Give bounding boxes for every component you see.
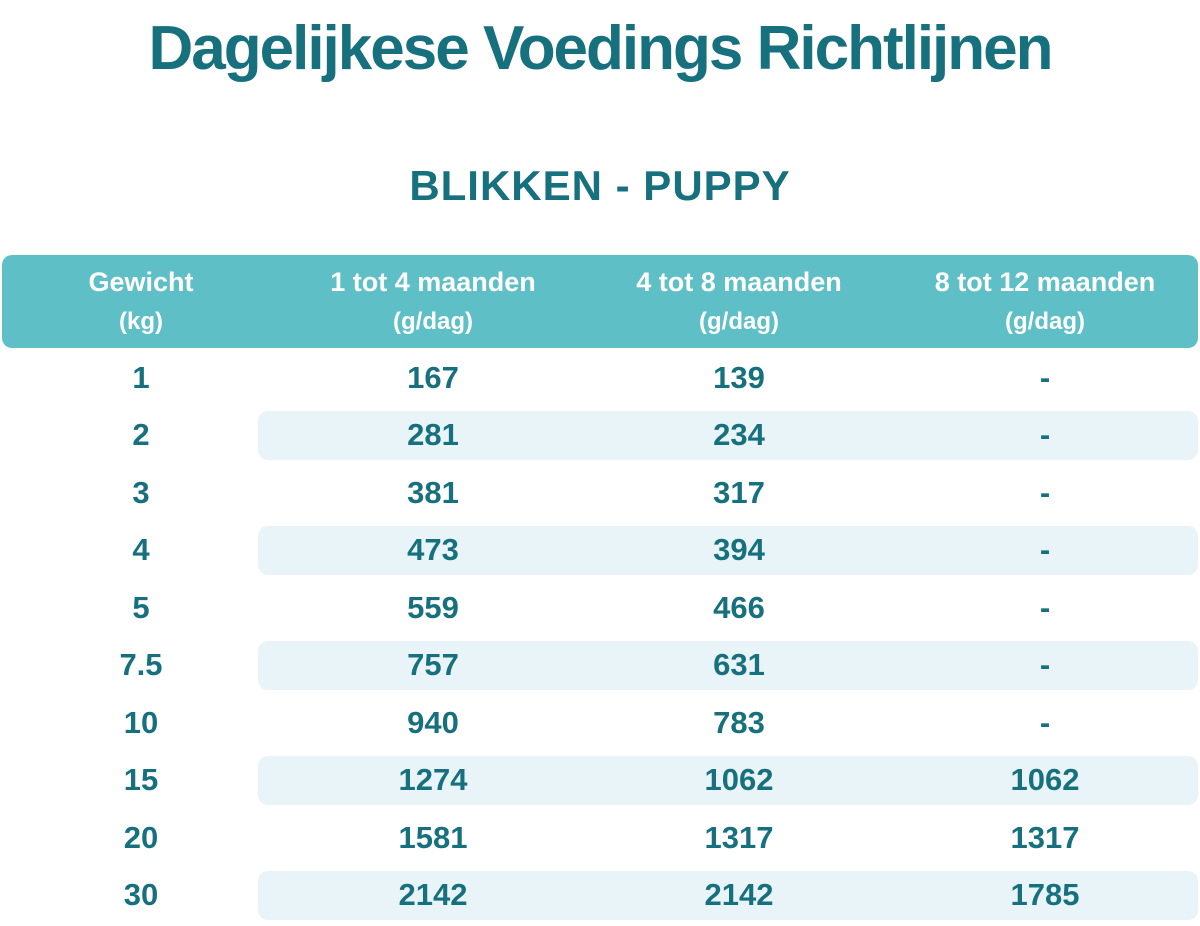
table-row: 5 559 466 - [2,579,1198,637]
table-row: 7.5 757 631 - [2,637,1198,695]
header-label: Gewicht [88,267,194,297]
page-title: Dagelijkese Voedings Richtlijnen [148,13,1054,83]
value-cell: 1062 [1010,762,1080,798]
value-cell: 466 [713,589,765,625]
table-header-row: Gewicht (kg) 1 tot 4 maanden (g/dag) 4 t… [2,255,1198,348]
page-subtitle: BLIKKEN - PUPPY [409,162,791,209]
weight-cell: 7.5 [119,647,163,683]
row-band [258,525,1198,575]
value-cell: 757 [407,647,459,683]
table-body: 1 167 139 - 2 281 234 - 3 381 317 - [2,349,1198,924]
table-row: 4 473 394 - [2,522,1198,580]
value-cell: 394 [713,532,765,568]
table-row: 3 381 317 - [2,464,1198,522]
value-cell: 2142 [398,877,468,913]
weight-cell: 1 [132,359,150,395]
header-cell-weight: Gewicht (kg) [2,255,280,348]
header-unit: (g/dag) [1005,308,1085,335]
value-cell: 1581 [398,819,468,855]
weight-cell: 15 [123,762,159,798]
value-cell: - [1039,647,1051,683]
weight-cell: 30 [123,877,159,913]
value-cell: 381 [407,474,459,510]
row-band [258,640,1198,690]
value-cell: 317 [713,474,765,510]
value-cell: 631 [713,647,765,683]
header-label: 8 tot 12 maanden [934,267,1156,297]
value-cell: 473 [407,532,459,568]
value-cell: 281 [407,417,459,453]
value-cell: - [1039,474,1051,510]
value-cell: 1317 [704,819,774,855]
weight-cell: 5 [132,589,150,625]
header-unit: (g/dag) [393,308,473,335]
value-cell: 1062 [704,762,774,798]
header-cell-8-12-months: 8 tot 12 maanden (g/dag) [892,255,1198,348]
header-label: 1 tot 4 maanden [330,267,536,297]
value-cell: 559 [407,589,459,625]
weight-cell: 4 [132,532,150,568]
table-row: 20 1581 1317 1317 [2,809,1198,867]
row-band [258,410,1198,460]
table-row: 15 1274 1062 1062 [2,752,1198,810]
feeding-guidelines-table: Gewicht (kg) 1 tot 4 maanden (g/dag) 4 t… [2,255,1198,924]
table-row: 10 940 783 - [2,694,1198,752]
value-cell: 1274 [398,762,468,798]
header-cell-4-8-months: 4 tot 8 maanden (g/dag) [586,255,892,348]
value-cell: 167 [407,359,459,395]
table-row: 2 281 234 - [2,407,1198,465]
value-cell: - [1039,704,1051,740]
weight-cell: 10 [123,704,159,740]
table-row: 30 2142 2142 1785 [2,867,1198,925]
weight-cell: 3 [132,474,150,510]
value-cell: 139 [713,359,765,395]
value-cell: 940 [407,704,459,740]
value-cell: - [1039,589,1051,625]
value-cell: 234 [713,417,765,453]
header-label: 4 tot 8 maanden [636,267,842,297]
weight-cell: 2 [132,417,150,453]
value-cell: 1785 [1010,877,1080,913]
header-unit: (kg) [119,308,163,335]
value-cell: - [1039,532,1051,568]
row-band [258,870,1198,920]
header-cell-1-4-months: 1 tot 4 maanden (g/dag) [280,255,586,348]
weight-cell: 20 [123,819,159,855]
value-cell: 2142 [704,877,774,913]
value-cell: 783 [713,704,765,740]
value-cell: 1317 [1010,819,1080,855]
header-unit: (g/dag) [699,308,779,335]
table-row: 1 167 139 - [2,349,1198,407]
value-cell: - [1039,359,1051,395]
value-cell: - [1039,417,1051,453]
row-band [258,755,1198,805]
